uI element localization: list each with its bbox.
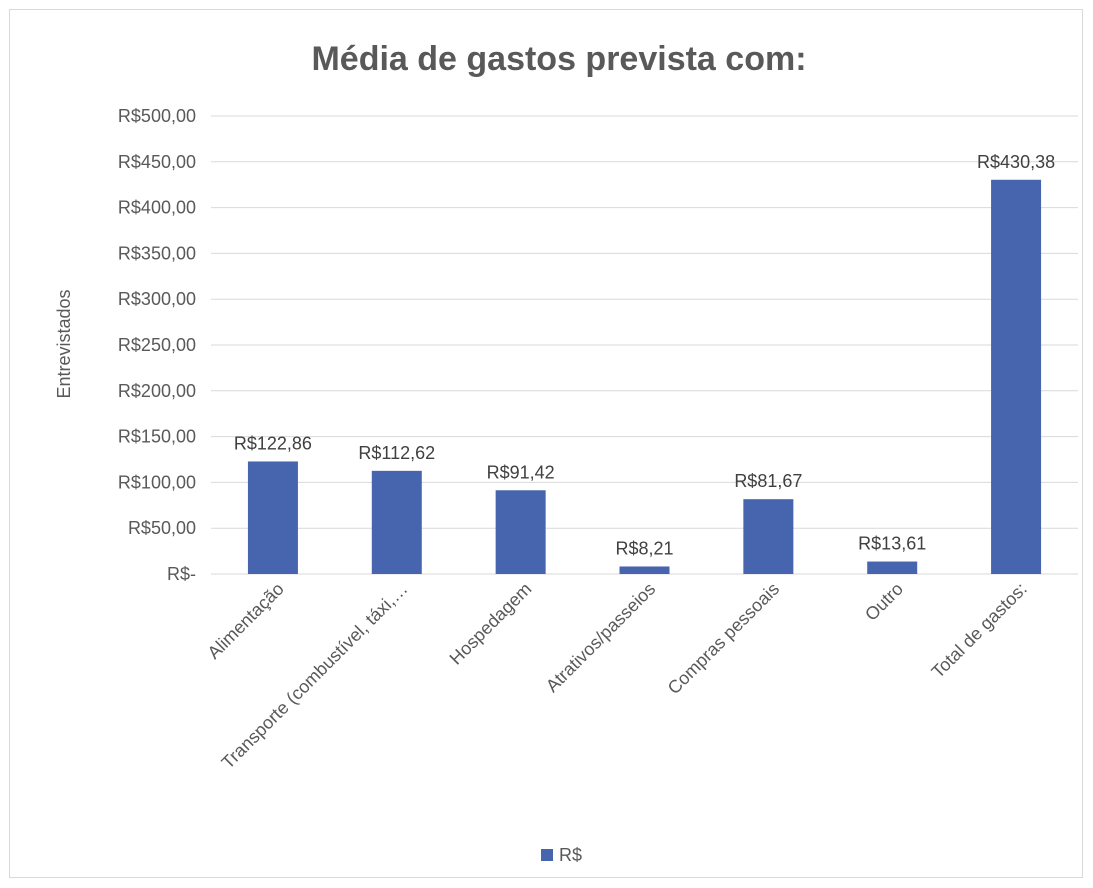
bar — [371, 470, 422, 574]
bar — [619, 566, 670, 574]
bar — [991, 179, 1042, 575]
x-tick-label: Total de gastos: — [928, 579, 1031, 682]
x-tick-label: Atrativos/passeios — [542, 579, 659, 696]
y-tick-label: R$50,00 — [128, 518, 196, 538]
data-label: R$112,62 — [358, 443, 435, 463]
data-label: R$81,67 — [734, 471, 802, 491]
legend: R$ — [541, 845, 582, 865]
chart-frame — [9, 9, 1083, 878]
y-tick-label: R$350,00 — [118, 243, 196, 263]
data-label: R$430,38 — [977, 152, 1055, 172]
x-tick-label: Alimentação — [204, 579, 288, 663]
y-tick-label: R$100,00 — [118, 472, 196, 492]
data-label: R$13,61 — [858, 534, 926, 554]
gridlines — [211, 115, 1078, 575]
y-axis-ticks: R$- R$50,00 R$100,00 R$150,00 R$200,00 R$250,… — [118, 106, 196, 584]
bar — [867, 561, 918, 574]
bar — [495, 490, 546, 574]
y-tick-label: R$200,00 — [118, 381, 196, 401]
legend-swatch — [541, 849, 553, 861]
x-tick-label: Compras pessoais — [664, 579, 784, 699]
x-tick-label: Hospedagem — [446, 579, 536, 669]
y-tick-label: R$250,00 — [118, 335, 196, 355]
data-label: R$8,21 — [615, 538, 673, 558]
chart-title: Média de gastos prevista com: — [311, 40, 806, 78]
legend-label: R$ — [559, 845, 582, 865]
data-labels: R$122,86 R$112,62 R$91,42 R$8,21 R$81,67 R$13… — [234, 152, 1055, 559]
y-tick-label: R$150,00 — [118, 427, 196, 447]
bar — [247, 461, 298, 574]
data-label: R$91,42 — [487, 462, 555, 482]
y-tick-label: R$450,00 — [118, 152, 196, 172]
bars — [247, 179, 1042, 575]
y-tick-label: R$300,00 — [118, 289, 196, 309]
y-tick-label: R$500,00 — [118, 106, 196, 126]
y-tick-label: R$400,00 — [118, 198, 196, 218]
y-axis-label: Entrevistados — [54, 289, 74, 398]
x-tick-label: Outro — [861, 579, 907, 625]
y-tick-label: R$- — [167, 564, 196, 584]
bar — [743, 499, 794, 574]
data-label: R$122,86 — [234, 433, 312, 453]
